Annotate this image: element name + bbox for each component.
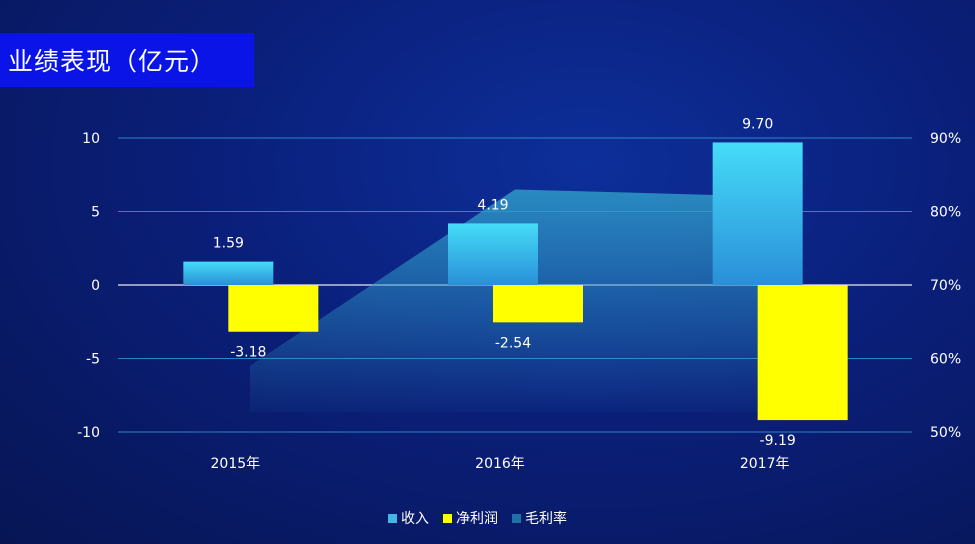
y-right-tick-label: 70% (930, 278, 961, 294)
y-right-tick-label: 90% (930, 131, 961, 147)
legend-label-gross-margin: 毛利率 (525, 511, 567, 527)
net-profit-data-label: -2.54 (495, 335, 531, 351)
revenue-bar (712, 142, 803, 285)
legend-item-net-profit: 净利润 (443, 508, 498, 528)
chart-title: 业绩表现（亿元） (0, 33, 254, 87)
y-left-tick-label: -10 (77, 425, 100, 441)
legend-label-revenue: 收入 (401, 511, 429, 527)
y-right-tick-label: 50% (930, 425, 961, 441)
net-profit-data-label: -9.19 (760, 433, 796, 449)
y-left-tick-label: -5 (86, 352, 100, 368)
legend-label-net-profit: 净利润 (456, 511, 498, 527)
legend: 收入 净利润 毛利率 (388, 508, 567, 528)
revenue-bar (183, 261, 274, 285)
x-category-label: 2015年 (211, 456, 261, 472)
net-profit-data-label: -3.18 (230, 345, 266, 361)
legend-swatch-revenue (388, 513, 397, 523)
y-left-tick-label: 0 (91, 278, 100, 294)
net-profit-bar (228, 285, 319, 332)
y-right-tick-label: 80% (930, 205, 961, 221)
y-left-tick-label: 5 (91, 205, 100, 221)
x-category-label: 2017年 (740, 456, 790, 472)
revenue-data-label: 1.59 (213, 236, 244, 252)
net-profit-bar (493, 285, 583, 323)
y-left-tick-label: 10 (82, 131, 100, 147)
y-right-tick-label: 60% (930, 352, 961, 368)
x-category-label: 2016年 (475, 456, 525, 472)
revenue-data-label: 9.70 (742, 116, 773, 132)
revenue-data-label: 4.19 (477, 197, 508, 213)
revenue-bar (448, 223, 538, 285)
legend-item-revenue: 收入 (388, 508, 429, 528)
net-profit-bar (757, 285, 848, 421)
legend-item-gross-margin: 毛利率 (512, 508, 567, 528)
legend-swatch-net-profit (443, 513, 452, 523)
legend-swatch-gross-margin (512, 513, 521, 523)
